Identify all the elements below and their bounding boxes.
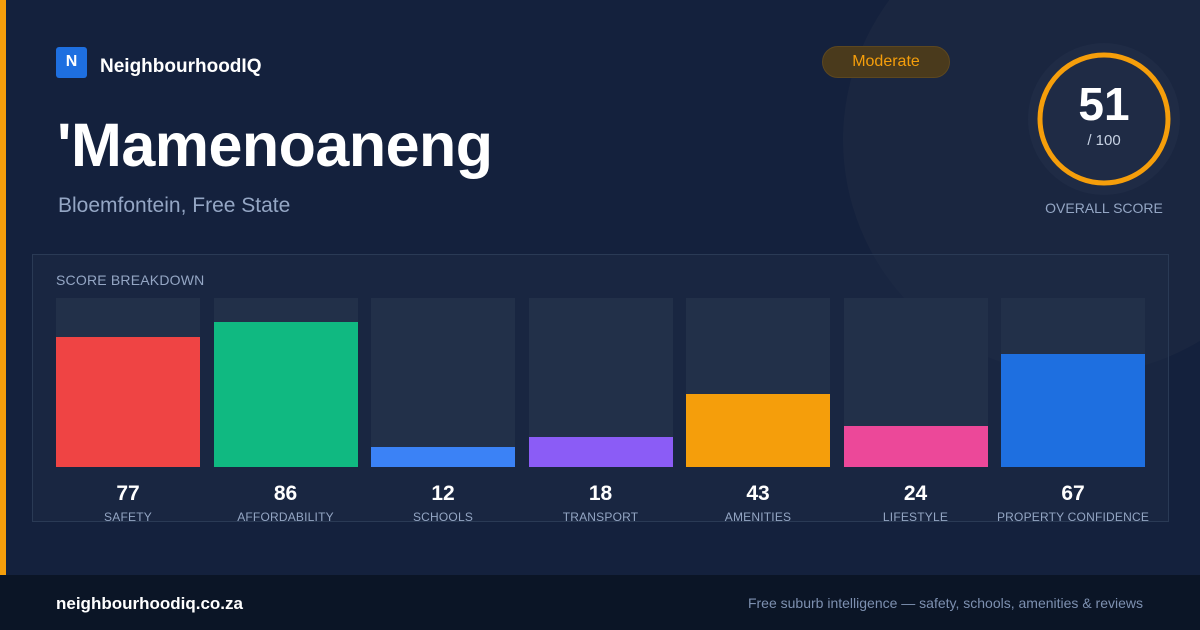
footer-url[interactable]: neighbourhoodiq.co.za	[56, 594, 243, 613]
bar-label: SAFETY	[104, 510, 152, 524]
bar-track	[843, 298, 988, 467]
footer-tagline: Free suburb intelligence — safety, schoo…	[747, 595, 1143, 611]
bar-value: 18	[588, 482, 613, 505]
bar-track	[213, 298, 358, 467]
accent-bar	[0, 0, 6, 575]
bar-value: 43	[746, 482, 770, 505]
rating-badge: Moderate	[822, 46, 950, 78]
score-ring-progress	[1037, 52, 1171, 186]
bar-track	[686, 298, 830, 467]
bar-fill	[371, 447, 515, 467]
bar-value: 86	[273, 482, 298, 505]
brand-logo-icon: N	[56, 46, 87, 78]
bar-fill	[1001, 354, 1145, 467]
bar-label: AMENITIES	[724, 510, 792, 524]
bar-label: TRANSPORT	[562, 510, 639, 524]
overall-score-max: / 100	[1087, 132, 1121, 149]
score-breakdown-panel: SCORE BREAKDOWN 77 SAFETY 86 AFFORDABILITY 1…	[32, 254, 1169, 524]
bar-label: SCHOOLS	[412, 510, 474, 524]
bar-label: PROPERTY CONFIDENCE	[996, 510, 1150, 524]
suburb-location: Bloemfontein, Free State	[58, 194, 291, 217]
bar-track	[56, 298, 200, 467]
bar-fill	[528, 437, 673, 467]
bar-label: LIFESTYLE	[882, 510, 949, 524]
brand-name: NeighbourhoodIQ	[100, 56, 262, 77]
score-ring-graphic	[1028, 43, 1180, 195]
bar-value: 67	[1061, 482, 1085, 505]
bar-track	[1001, 298, 1145, 467]
bar-value: 24	[903, 482, 928, 505]
bar-fill	[213, 322, 358, 467]
bar-value: 77	[116, 482, 140, 505]
breakdown-title: SCORE BREAKDOWN	[56, 272, 205, 288]
footer: neighbourhoodiq.co.za Free suburb intell…	[0, 575, 1200, 630]
bar-fill	[56, 337, 200, 467]
bar-value: 12	[431, 482, 455, 505]
suburb-title: 'Mamenoaneng	[57, 111, 493, 179]
bar-track	[371, 298, 515, 467]
bar-label: AFFORDABILITY	[237, 510, 334, 524]
score-ring-backdrop	[1028, 43, 1180, 195]
overall-score-value: 51	[1078, 78, 1130, 130]
overall-score-ring: 51 / 100	[1028, 43, 1180, 195]
brand[interactable]: N NeighbourhoodIQ	[56, 46, 261, 78]
overall-score-label: OVERALL SCORE	[1045, 200, 1163, 216]
bar-fill	[843, 426, 988, 467]
bar-track	[528, 298, 673, 467]
bar-fill	[686, 394, 830, 467]
